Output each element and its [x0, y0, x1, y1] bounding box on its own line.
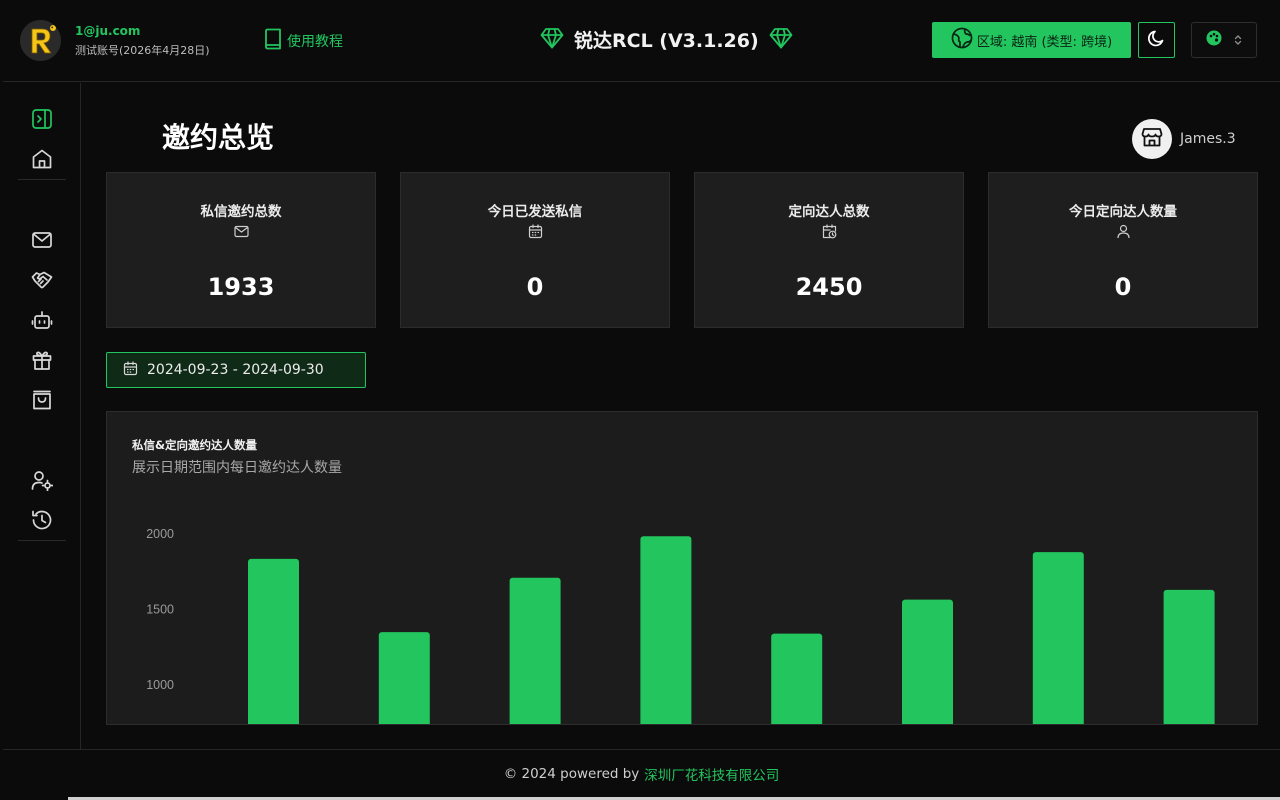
region-button[interactable]: 区域: 越南 (类型: 跨境): [932, 22, 1131, 58]
avatar[interactable]: [1132, 119, 1172, 159]
store-icon: [1141, 126, 1163, 152]
calendar-icon: [528, 224, 543, 243]
company-link[interactable]: 深圳厂花科技有限公司: [644, 768, 780, 784]
chart-bar[interactable]: [248, 558, 299, 725]
stat-value: 0: [526, 273, 544, 301]
window-bottom-edge: [68, 797, 1280, 800]
top-header: 1@ju.com 测试账号(2026年4月28日) 使用教程 锐达RCL (V3…: [3, 0, 1280, 82]
stat-value: 0: [1114, 273, 1132, 301]
tutorial-link[interactable]: 使用教程: [263, 28, 343, 54]
date-range-picker[interactable]: 2024-09-23 - 2024-09-30: [106, 352, 366, 388]
chevron-up-down-icon: [1234, 31, 1242, 50]
sidebar-divider: [18, 540, 66, 541]
home-icon[interactable]: [30, 147, 54, 171]
user-settings-icon[interactable]: [30, 468, 54, 492]
y-tick-label: 1000: [146, 678, 174, 692]
chart-bar[interactable]: [902, 599, 953, 725]
date-range-label: 2024-09-23 - 2024-09-30: [147, 362, 324, 378]
sidebar-divider: [18, 179, 66, 180]
stat-value: 1933: [207, 273, 275, 301]
account-subtitle: 测试账号(2026年4月28日): [75, 44, 210, 57]
stat-card-targeted-today: 今日定向达人数量 0: [988, 172, 1258, 328]
gift-icon[interactable]: [30, 348, 54, 372]
calendar-clock-icon: [822, 224, 837, 243]
calendar-icon: [123, 360, 138, 380]
bot-icon[interactable]: [30, 308, 54, 332]
gem-icon: [540, 27, 564, 53]
app-logo[interactable]: [20, 20, 61, 61]
user-menu[interactable]: James.3: [1132, 119, 1236, 159]
footer-text: © 2024 powered by: [503, 766, 640, 782]
y-tick-label: 2000: [146, 527, 174, 541]
tutorial-label: 使用教程: [287, 34, 343, 50]
footer: © 2024 powered by 深圳厂花科技有限公司: [3, 749, 1280, 798]
account-email: 1@ju.com: [75, 24, 141, 38]
globe-icon: [951, 27, 973, 53]
stat-card-dm-total: 私信邀约总数 1933: [106, 172, 376, 328]
theme-toggle-button[interactable]: [1138, 22, 1175, 58]
gem-icon: [769, 27, 793, 53]
stat-value: 2450: [795, 273, 863, 301]
chart-bar[interactable]: [640, 536, 692, 725]
user-icon: [1116, 224, 1131, 243]
stat-label: 今日定向达人数量: [1069, 204, 1177, 220]
chart-bar[interactable]: [509, 577, 561, 725]
moon-icon: [1147, 28, 1167, 52]
region-label: 区域: 越南 (类型: 跨境): [976, 34, 1113, 50]
stat-label: 定向达人总数: [788, 204, 870, 220]
chart-bar[interactable]: [771, 633, 823, 725]
stat-card-dm-today: 今日已发送私信 0: [400, 172, 670, 328]
chart-subtitle: 展示日期范围内每日邀约达人数量: [132, 460, 342, 476]
bar-chart: 1000 1500 2000: [146, 527, 1215, 725]
palette-icon: [1206, 30, 1222, 50]
stat-label: 私信邀约总数: [200, 204, 282, 220]
user-name: James.3: [1180, 131, 1236, 147]
stat-card-targeted-total: 定向达人总数 2450: [694, 172, 964, 328]
theme-palette-select[interactable]: [1191, 22, 1257, 58]
stat-label: 今日已发送私信: [487, 204, 583, 220]
chart-title: 私信&定向邀约达人数量: [132, 438, 258, 452]
history-icon[interactable]: [30, 508, 54, 532]
page-title: 邀约总览: [162, 121, 275, 154]
mail-icon[interactable]: [30, 228, 54, 252]
y-tick-label: 1500: [146, 603, 174, 617]
book-icon: [263, 28, 283, 54]
mail-icon: [233, 224, 249, 243]
chart-bar[interactable]: [378, 632, 430, 725]
chart-card: 1000 1500 2000 私信&定向邀约达人数量 展示日期范围内每日邀约达人数量: [106, 411, 1258, 725]
shopping-bag-icon[interactable]: [30, 388, 54, 412]
chart-bar[interactable]: [1163, 589, 1215, 725]
brand: 锐达RCL (V3.1.26): [540, 26, 793, 53]
handshake-icon[interactable]: [30, 268, 54, 292]
panel-toggle-icon[interactable]: [30, 107, 54, 131]
brand-title: 锐达RCL (V3.1.26): [574, 30, 759, 52]
chart-bar[interactable]: [1032, 552, 1084, 725]
sidebar: [3, 83, 81, 749]
